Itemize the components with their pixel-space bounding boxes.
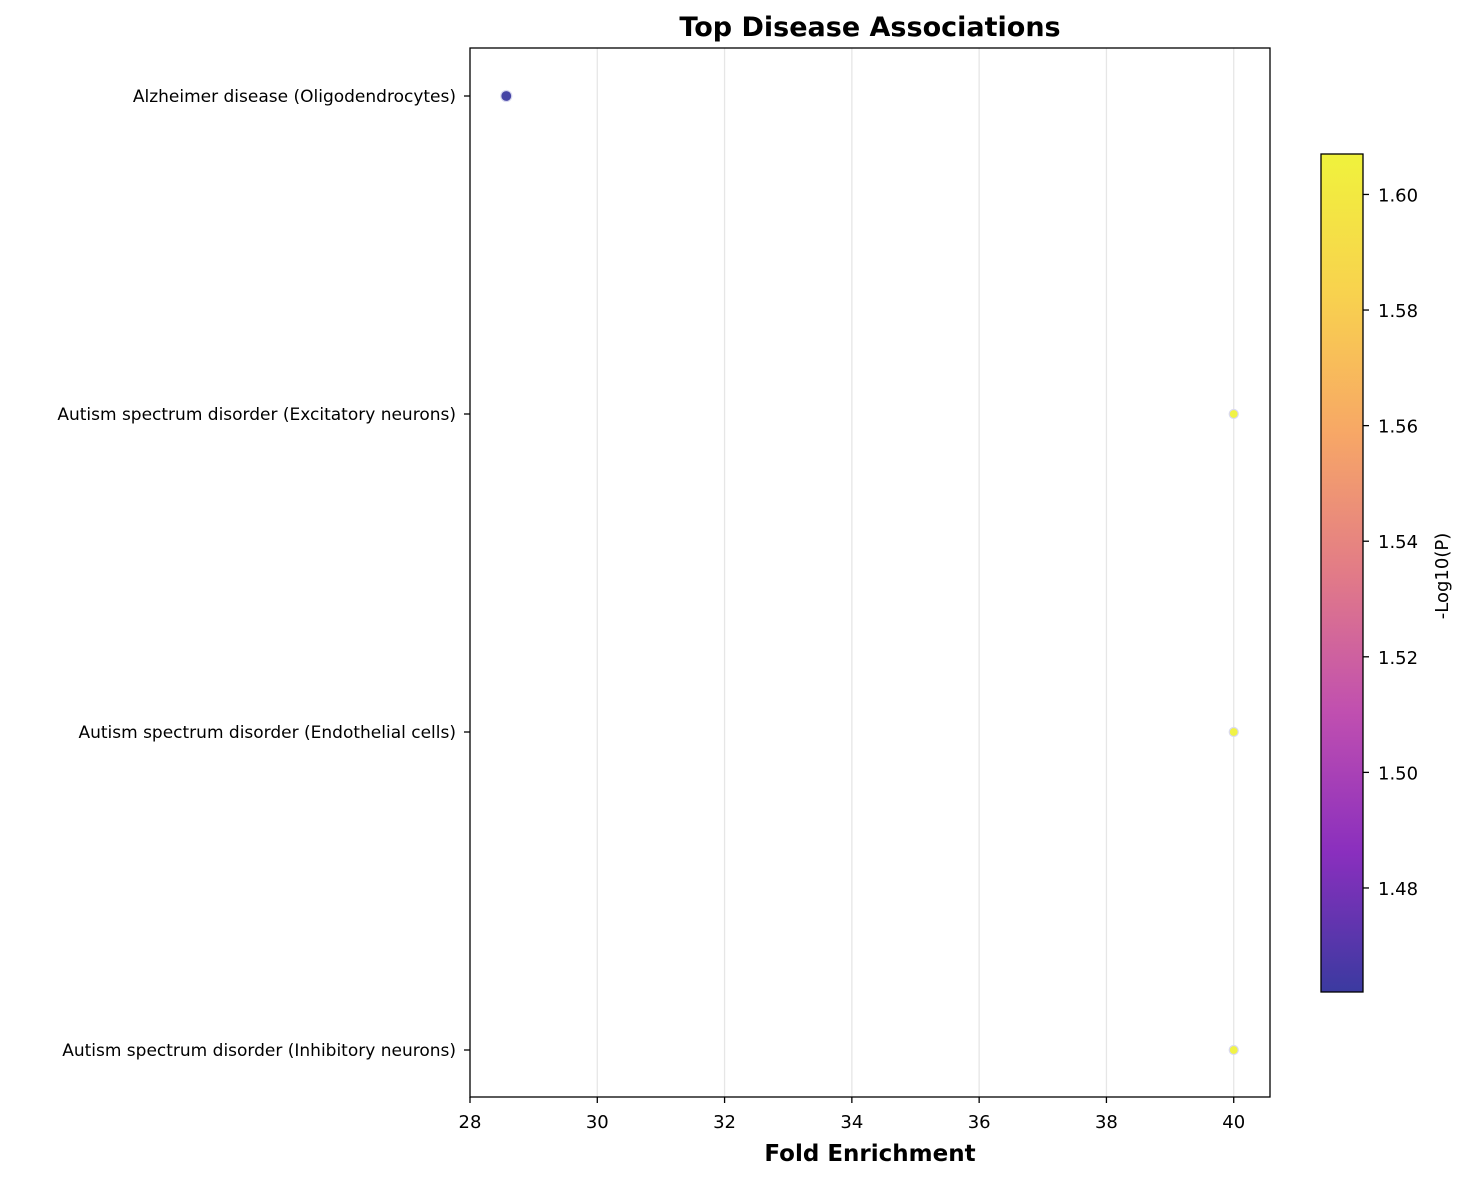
x-axis-ticks: 28 30 32 34 36 38 40: [459, 1097, 1245, 1133]
x-tick-label: 28: [459, 1112, 482, 1133]
colorbar-tick-label: 1.56: [1378, 417, 1418, 438]
x-tick-label: 30: [586, 1112, 609, 1133]
data-point: [1228, 1044, 1239, 1056]
data-point: [1228, 726, 1239, 738]
x-tick-label: 38: [1095, 1112, 1118, 1133]
chart-title: Top Disease Associations: [679, 12, 1060, 43]
colorbar-ticks: 1.48 1.50 1.52 1.54 1.56 1.58 1.60: [1363, 185, 1418, 900]
y-category-label: Autism spectrum disorder (Excitatory neu…: [57, 405, 456, 425]
colorbar-gradient: [1320, 153, 1364, 993]
y-axis-categories: Alzheimer disease (Oligodendrocytes) Auti…: [57, 87, 470, 1061]
colorbar: 1.48 1.50 1.52 1.54 1.56 1.58 1.60 -Log10(P): [1320, 153, 1453, 993]
x-tick-label: 34: [840, 1112, 863, 1133]
x-tick-label: 36: [968, 1112, 991, 1133]
colorbar-tick-label: 1.54: [1378, 532, 1418, 553]
y-category-label: Autism spectrum disorder (Endothelial ce…: [78, 723, 456, 743]
colorbar-tick-label: 1.60: [1378, 185, 1418, 206]
colorbar-tick-label: 1.48: [1378, 879, 1418, 900]
data-point: [1228, 408, 1239, 420]
colorbar-label: -Log10(P): [1432, 533, 1453, 619]
x-axis-label: Fold Enrichment: [764, 1141, 975, 1167]
y-category-label: Autism spectrum disorder (Inhibitory neu…: [62, 1041, 456, 1061]
x-tick-label: 32: [713, 1112, 736, 1133]
plot-frame: [469, 47, 1271, 1098]
colorbar-tick-label: 1.50: [1378, 763, 1418, 784]
data-point: [500, 89, 513, 103]
colorbar-tick-label: 1.58: [1378, 301, 1418, 322]
y-category-label: Alzheimer disease (Oligodendrocytes): [133, 87, 456, 107]
colorbar-tick-label: 1.52: [1378, 648, 1418, 669]
data-points: [500, 89, 1239, 1056]
x-gridlines: [596, 48, 1235, 1097]
x-tick-label: 40: [1222, 1112, 1245, 1133]
